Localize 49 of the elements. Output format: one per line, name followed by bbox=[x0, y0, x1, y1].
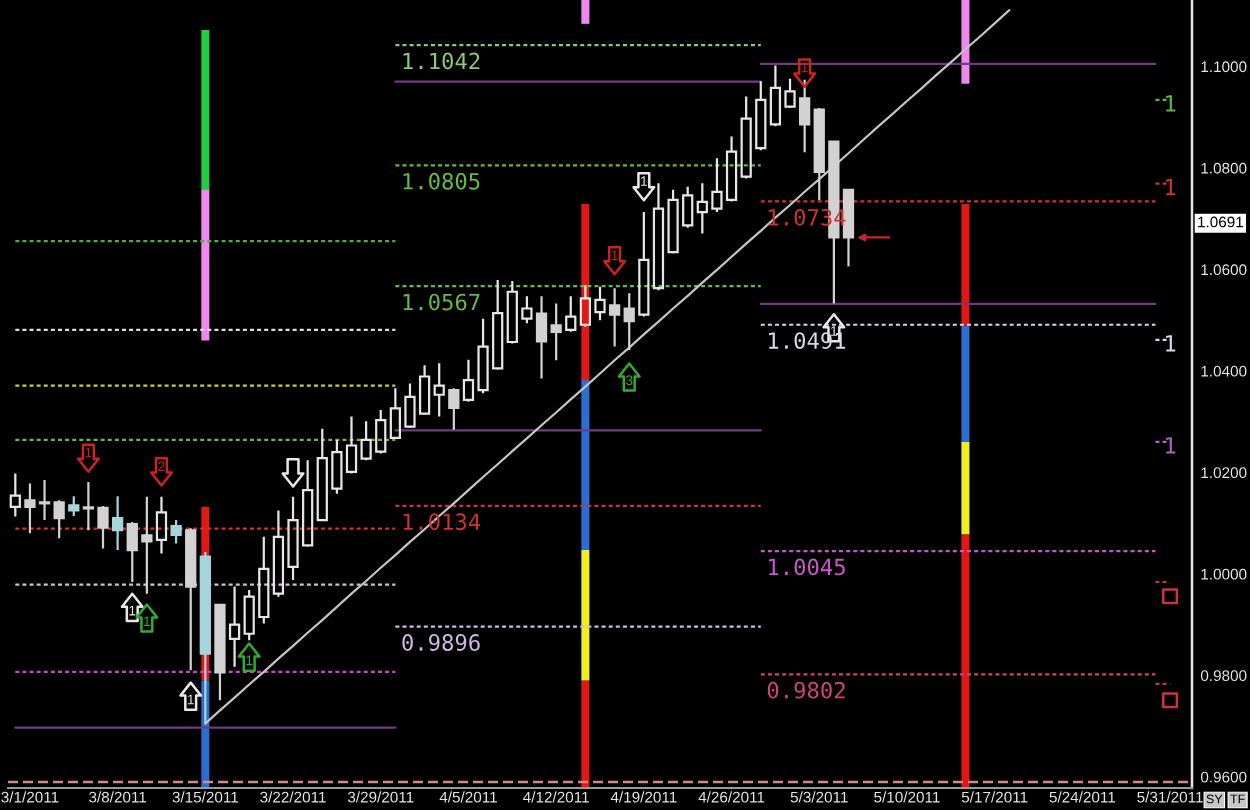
point bbox=[603, 246, 627, 276]
candlestick bbox=[433, 362, 445, 418]
point bbox=[1162, 588, 1179, 605]
point bbox=[1162, 692, 1179, 709]
candlestick bbox=[623, 292, 635, 352]
series-label: 1.0045 bbox=[769, 558, 845, 576]
bar bbox=[961, 325, 970, 442]
candlestick bbox=[214, 603, 226, 702]
bar bbox=[581, 380, 590, 551]
bar bbox=[201, 189, 210, 341]
bar bbox=[581, 203, 590, 381]
series-label: 1.1042 bbox=[403, 52, 480, 70]
line-series bbox=[204, 9, 1011, 725]
series-label: 1.0805 bbox=[403, 172, 480, 190]
annotation: 1 bbox=[1166, 178, 1176, 196]
candlestick bbox=[638, 210, 650, 318]
candlestick bbox=[111, 495, 124, 552]
bar bbox=[581, 550, 590, 681]
candlestick bbox=[155, 495, 168, 555]
bar bbox=[581, 680, 590, 788]
candlestick bbox=[799, 78, 811, 154]
bar bbox=[961, 203, 970, 326]
candlestick bbox=[535, 295, 548, 380]
point bbox=[793, 58, 817, 88]
annotation: 1 bbox=[1166, 437, 1176, 454]
point bbox=[179, 681, 203, 711]
annotation: 1 bbox=[1166, 335, 1176, 352]
bar bbox=[961, 441, 970, 535]
bar bbox=[581, 0, 590, 24]
candlestick bbox=[565, 295, 577, 333]
bar bbox=[961, 0, 970, 84]
candlestick bbox=[9, 472, 21, 518]
bar bbox=[961, 534, 970, 788]
candlestick bbox=[53, 499, 65, 540]
annotation: 1 bbox=[1166, 95, 1176, 112]
candlestick bbox=[185, 527, 197, 672]
point bbox=[149, 457, 174, 487]
series-label: 0.9896 bbox=[402, 634, 480, 651]
candlestick bbox=[228, 585, 241, 668]
point bbox=[632, 171, 656, 202]
point bbox=[135, 603, 159, 633]
series-label: 0.9802 bbox=[767, 681, 845, 699]
candlestick bbox=[550, 302, 562, 362]
candlestick bbox=[448, 387, 460, 431]
candlestick bbox=[608, 287, 621, 348]
series-label: 1.0567 bbox=[403, 293, 480, 311]
series-label: 1.0491 bbox=[769, 332, 846, 349]
bar bbox=[201, 29, 210, 191]
point bbox=[281, 458, 305, 488]
